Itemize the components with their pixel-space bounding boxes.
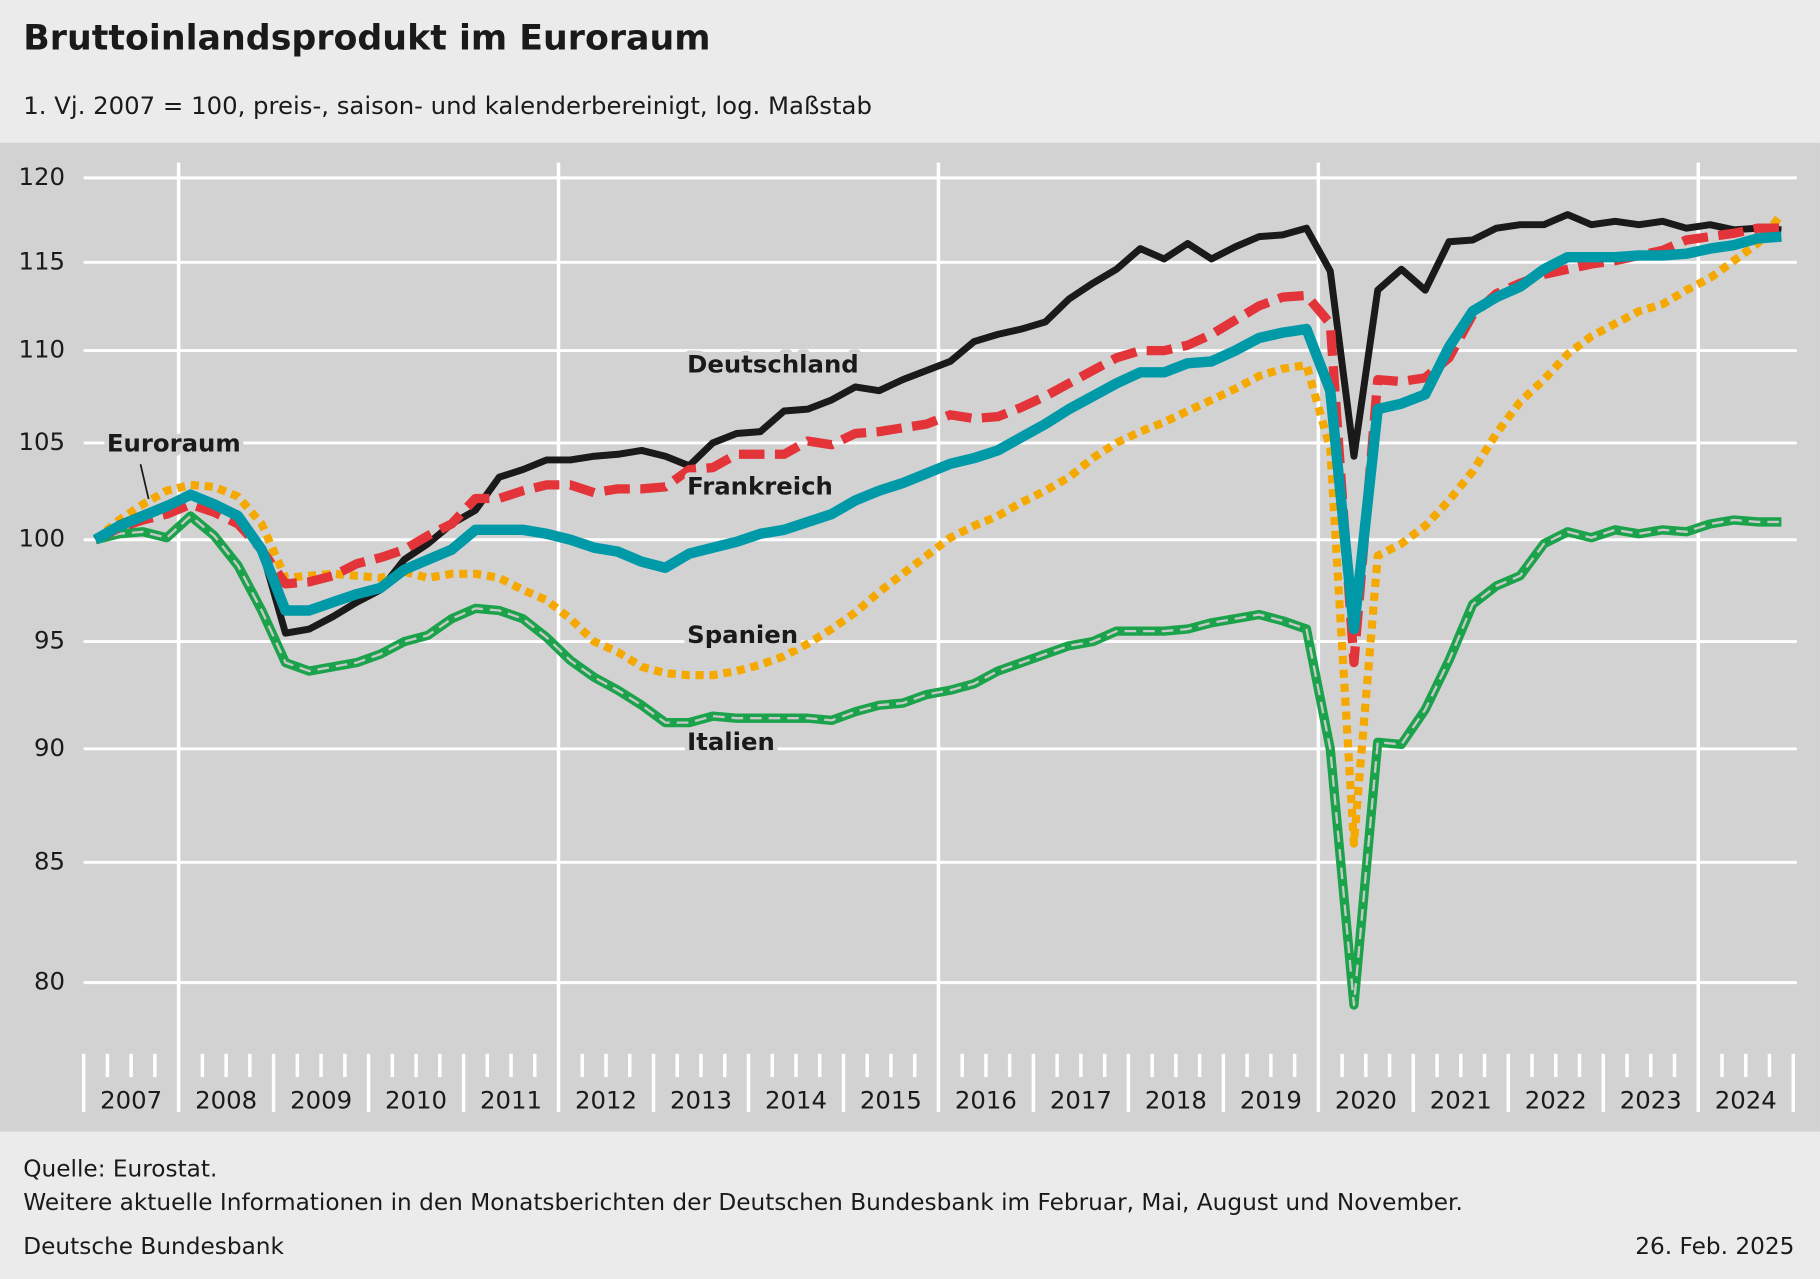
x-tick-label: 2021 bbox=[1430, 1085, 1492, 1114]
x-tick-label: 2009 bbox=[290, 1085, 352, 1114]
header-bg bbox=[0, 0, 1820, 136]
x-tick-label: 2018 bbox=[1145, 1085, 1207, 1114]
y-tick-label: 115 bbox=[19, 246, 65, 275]
y-tick-label: 110 bbox=[19, 335, 65, 364]
x-tick-label: 2019 bbox=[1240, 1085, 1302, 1114]
plot-bg bbox=[0, 142, 1820, 1132]
publisher: Deutsche Bundesbank bbox=[23, 1233, 284, 1260]
x-tick-label: 2010 bbox=[385, 1085, 447, 1114]
series-label: Italien bbox=[687, 727, 775, 756]
x-tick-label: 2020 bbox=[1335, 1085, 1397, 1114]
x-tick-label: 2008 bbox=[195, 1085, 257, 1114]
date: 26. Feb. 2025 bbox=[1635, 1233, 1794, 1260]
leader-line bbox=[139, 464, 150, 500]
x-tick-label: 2016 bbox=[955, 1085, 1017, 1114]
y-tick-label: 105 bbox=[19, 427, 65, 456]
source: Quelle: Eurostat. bbox=[23, 1155, 217, 1182]
x-tick-label: 2011 bbox=[480, 1085, 542, 1114]
footer-bg bbox=[0, 1138, 1820, 1279]
y-tick-label: 90 bbox=[34, 733, 65, 762]
series-label: Spanien bbox=[687, 620, 798, 649]
series-label: Frankreich bbox=[687, 471, 833, 500]
y-tick-label: 80 bbox=[34, 967, 65, 996]
line bbox=[92, 212, 1785, 848]
x-tick-label: 2013 bbox=[670, 1085, 732, 1114]
x-tick-label: 2012 bbox=[575, 1085, 637, 1114]
y-tick-label: 95 bbox=[34, 626, 65, 655]
line bbox=[92, 231, 1782, 635]
x-tick-label: 2015 bbox=[860, 1085, 922, 1114]
line bbox=[93, 223, 1782, 668]
y-tick-label: 85 bbox=[34, 846, 65, 875]
series-label: Deutschland bbox=[687, 350, 859, 379]
x-tick-label: 2014 bbox=[765, 1085, 827, 1114]
y-tick-label: 100 bbox=[19, 524, 65, 553]
line-inner bbox=[95, 514, 1782, 1007]
x-tick-label: 2017 bbox=[1050, 1085, 1112, 1114]
x-tick-label: 2024 bbox=[1715, 1085, 1777, 1114]
note: Weitere aktuelle Informationen in den Mo… bbox=[23, 1189, 1463, 1216]
series-label: Euroraum bbox=[107, 429, 241, 458]
chart-title: Bruttoinlandsprodukt im Euroraum bbox=[23, 18, 710, 58]
x-tick-label: 2022 bbox=[1525, 1085, 1587, 1114]
x-tick-label: 2007 bbox=[100, 1085, 162, 1114]
x-tick-label: 2023 bbox=[1620, 1085, 1682, 1114]
y-tick-label: 120 bbox=[19, 162, 65, 191]
chart-subtitle: 1. Vj. 2007 = 100, preis-, saison- und k… bbox=[23, 91, 872, 120]
